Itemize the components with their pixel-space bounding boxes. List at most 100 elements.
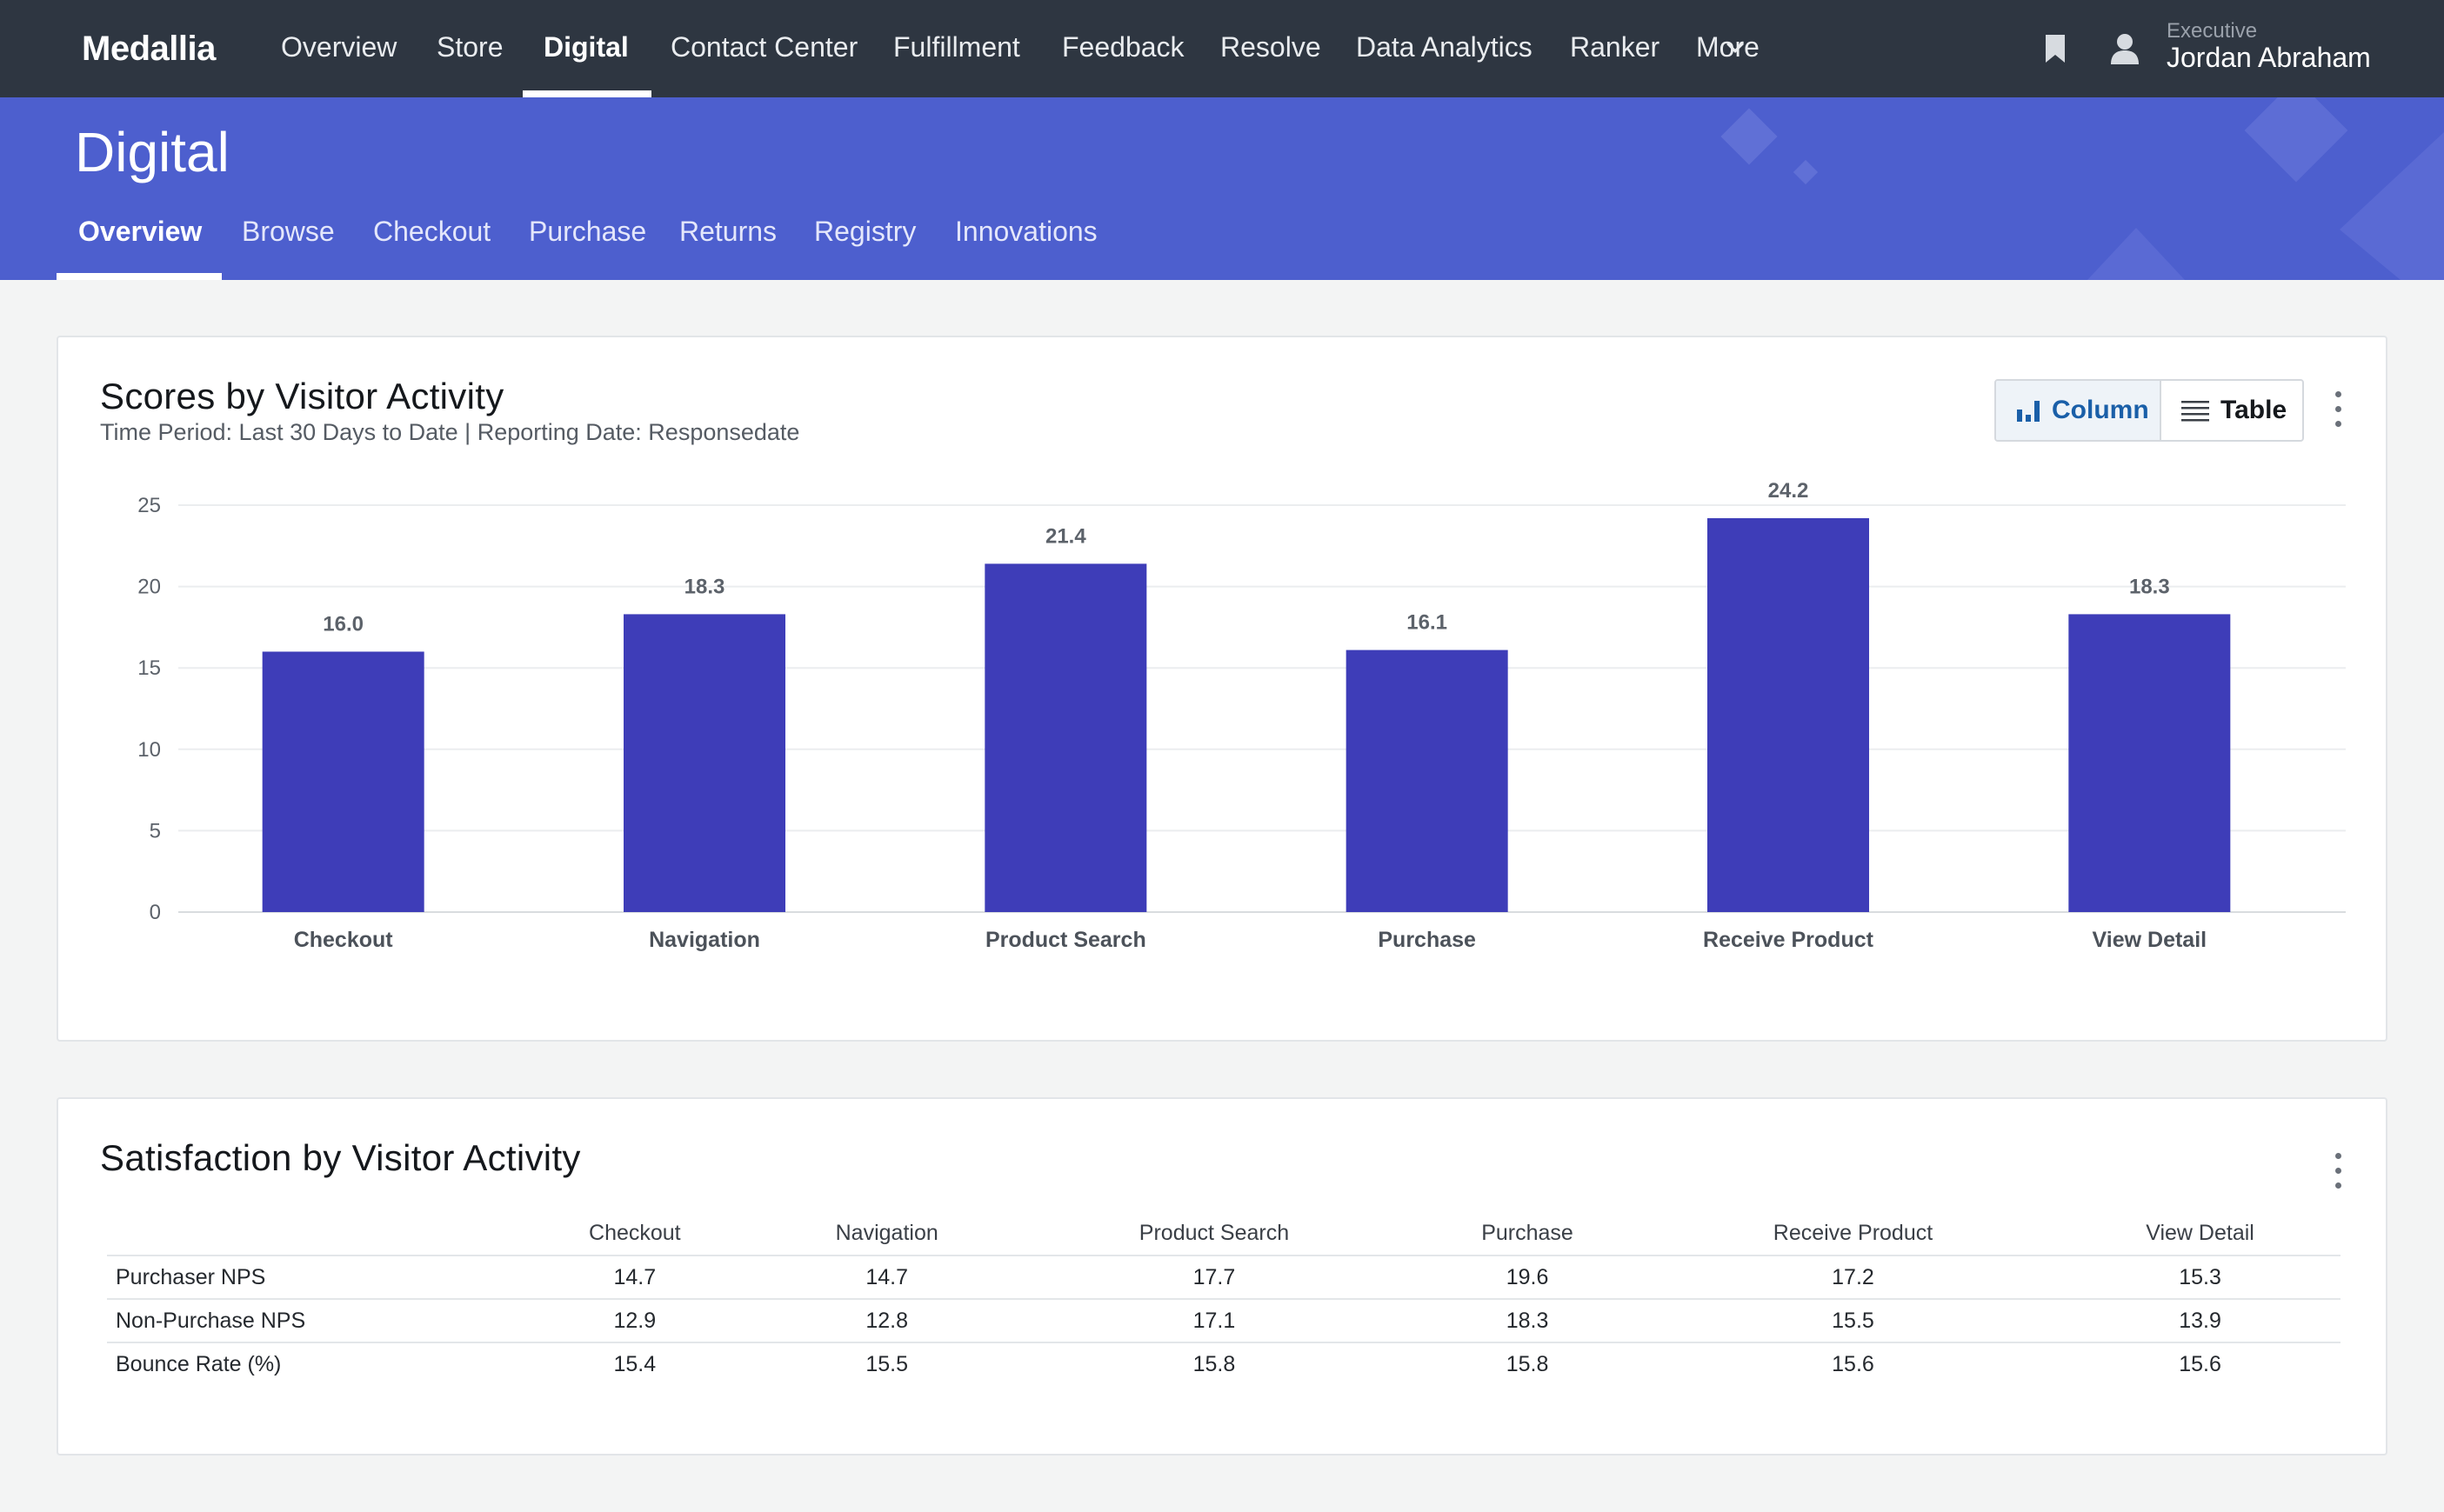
- row-label: Bounce Rate (%): [107, 1342, 516, 1386]
- table-view-label: Table: [2220, 396, 2287, 424]
- table-cell: 15.6: [1646, 1342, 2060, 1386]
- page-header-banner: Digital Overview Browse Checkout Purchas…: [0, 97, 2444, 280]
- column-header: Purchase: [1481, 1221, 1573, 1245]
- y-tick-label: 10: [137, 738, 161, 762]
- nav-item-feedback[interactable]: Feedback: [1062, 31, 1185, 63]
- x-category-label: Product Search: [985, 928, 1146, 952]
- table-cell: 15.8: [1019, 1342, 1409, 1386]
- bookmark-icon[interactable]: [2046, 35, 2065, 63]
- nav-item-fulfillment[interactable]: Fulfillment: [893, 31, 1020, 63]
- table-cell: 12.9: [516, 1298, 754, 1342]
- nav-item-more[interactable]: More: [1696, 31, 1760, 63]
- column-header: Navigation: [835, 1221, 938, 1245]
- tab-browse[interactable]: Browse: [242, 216, 335, 247]
- bar: [985, 563, 1147, 912]
- card-subtitle: Time Period: Last 30 Days to Date | Repo…: [100, 419, 800, 445]
- table-cell: 14.7: [516, 1255, 754, 1299]
- nav-active-indicator: [523, 90, 651, 97]
- top-navigation-bar: Medallia Overview Store Digital Contact …: [0, 0, 2444, 97]
- nav-item-ranker[interactable]: Ranker: [1570, 31, 1660, 63]
- table-cell: 17.1: [1019, 1298, 1409, 1342]
- user-name[interactable]: Jordan Abraham: [2167, 42, 2371, 73]
- nav-item-resolve[interactable]: Resolve: [1220, 31, 1321, 63]
- table-row: Purchaser NPS 14.7 14.7 17.7 19.6 17.2 1…: [107, 1255, 2340, 1299]
- user-role: Executive: [2167, 19, 2258, 43]
- bar-value-label: 18.3: [2129, 575, 2170, 598]
- card-title: Satisfaction by Visitor Activity: [100, 1137, 581, 1178]
- bar: [624, 614, 785, 912]
- table-cell: 15.5: [753, 1342, 1020, 1386]
- bar-value-label: 16.0: [323, 612, 364, 636]
- nav-item-data-analytics[interactable]: Data Analytics: [1356, 31, 1533, 63]
- bar-value-label: 18.3: [684, 575, 725, 598]
- scores-by-visitor-activity-card: 0 5 10 15 20 25 16.0 Checkout 18.3 Navigation 21.4…: [57, 336, 2387, 1042]
- table-cell: 15.3: [2060, 1255, 2340, 1299]
- column-view-label: Column: [2052, 396, 2149, 424]
- table-cell: 17.2: [1646, 1255, 2060, 1299]
- table-cell: 15.8: [1408, 1342, 1646, 1386]
- tab-returns[interactable]: Returns: [679, 216, 778, 247]
- row-label: Purchaser NPS: [107, 1255, 516, 1299]
- table-cell: 19.6: [1408, 1255, 1646, 1299]
- column-header: Receive Product: [1773, 1221, 1933, 1245]
- y-tick-label: 20: [137, 576, 161, 599]
- x-category-label: Checkout: [294, 928, 394, 952]
- table-corner-cell: [107, 1212, 516, 1256]
- x-category-label: Receive Product: [1703, 928, 1874, 952]
- table-view-button[interactable]: Table: [2161, 381, 2302, 440]
- table-cell: 13.9: [2060, 1298, 2340, 1342]
- table-row: Non-Purchase NPS 12.9 12.8 17.1 18.3 15.…: [107, 1298, 2340, 1342]
- more-options-icon[interactable]: [2334, 1153, 2342, 1191]
- column-view-button[interactable]: Column: [1996, 381, 2161, 440]
- satisfaction-table: Checkout Navigation Product Search Purch…: [107, 1212, 2340, 1386]
- nav-item-store[interactable]: Store: [437, 31, 504, 63]
- column-header: Product Search: [1139, 1221, 1290, 1245]
- x-category-label: Navigation: [649, 928, 760, 952]
- bar-value-label: 21.4: [1045, 524, 1086, 548]
- table-cell: 15.5: [1646, 1298, 2060, 1342]
- table-cell: 18.3: [1408, 1298, 1646, 1342]
- tab-checkout[interactable]: Checkout: [373, 216, 491, 247]
- nav-item-digital[interactable]: Digital: [544, 31, 629, 63]
- card-title: Scores by Visitor Activity: [100, 376, 504, 416]
- tab-registry[interactable]: Registry: [814, 216, 917, 247]
- tab-overview[interactable]: Overview: [78, 216, 203, 247]
- more-options-icon[interactable]: [2334, 391, 2342, 430]
- table-header-row: Checkout Navigation Product Search Purch…: [107, 1212, 2340, 1256]
- user-avatar-icon[interactable]: [2110, 33, 2140, 64]
- satisfaction-by-visitor-activity-card: Satisfaction by Visitor Activity Checkou…: [57, 1097, 2387, 1455]
- table-list-icon: [2181, 401, 2209, 422]
- bar-value-label: 16.1: [1406, 611, 1447, 635]
- bar-value-label: 24.2: [1768, 479, 1809, 503]
- nav-item-overview[interactable]: Overview: [281, 31, 397, 63]
- y-tick-label: 5: [150, 819, 161, 843]
- row-label: Non-Purchase NPS: [107, 1298, 516, 1342]
- view-toggle: Column Table: [1994, 379, 2304, 442]
- table-cell: 14.7: [753, 1255, 1020, 1299]
- table-cell: 15.4: [516, 1342, 754, 1386]
- tab-innovations[interactable]: Innovations: [955, 216, 1098, 247]
- bar: [1346, 649, 1508, 912]
- bar: [262, 651, 424, 912]
- medallia-logo[interactable]: Medallia: [82, 30, 216, 68]
- table-cell: 17.7: [1019, 1255, 1409, 1299]
- x-category-label: View Detail: [2093, 928, 2207, 952]
- x-category-label: Purchase: [1378, 928, 1476, 952]
- scores-bar-chart: 0 5 10 15 20 25 16.0 Checkout 18.3 Navigation 21.4…: [137, 479, 2346, 952]
- y-tick-label: 25: [137, 494, 161, 517]
- table-cell: 12.8: [753, 1298, 1020, 1342]
- column-header: View Detail: [2146, 1221, 2254, 1245]
- tab-purchase[interactable]: Purchase: [529, 216, 647, 247]
- bar: [2068, 614, 2231, 912]
- nav-item-contact-center[interactable]: Contact Center: [671, 31, 858, 63]
- table-cell: 15.6: [2060, 1342, 2340, 1386]
- y-tick-label: 0: [150, 901, 161, 924]
- column-header: Checkout: [589, 1221, 681, 1245]
- tab-active-indicator: [57, 273, 222, 280]
- banner-decoration: [1720, 97, 2444, 280]
- y-tick-label: 15: [137, 656, 161, 680]
- page-title: Digital: [75, 121, 230, 183]
- bar: [1707, 517, 1869, 912]
- column-chart-icon: [2017, 401, 2040, 422]
- table-row: Bounce Rate (%) 15.4 15.5 15.8 15.8 15.6…: [107, 1342, 2340, 1386]
